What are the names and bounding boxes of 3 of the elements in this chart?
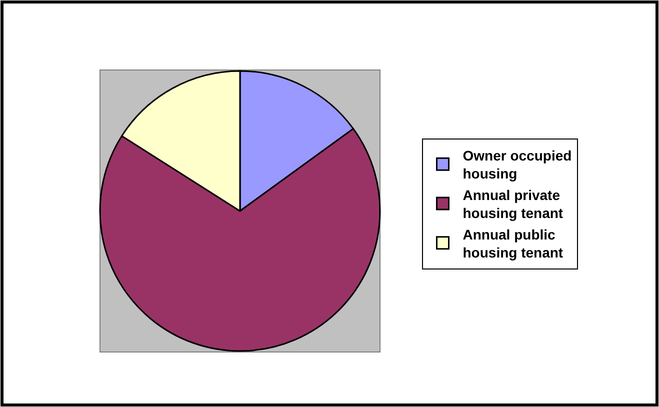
legend-label: Annual public housing tenant bbox=[462, 226, 564, 260]
legend-label: Owner occupied housing bbox=[462, 147, 572, 182]
legend-label: Annual private housing tenant bbox=[462, 186, 564, 222]
